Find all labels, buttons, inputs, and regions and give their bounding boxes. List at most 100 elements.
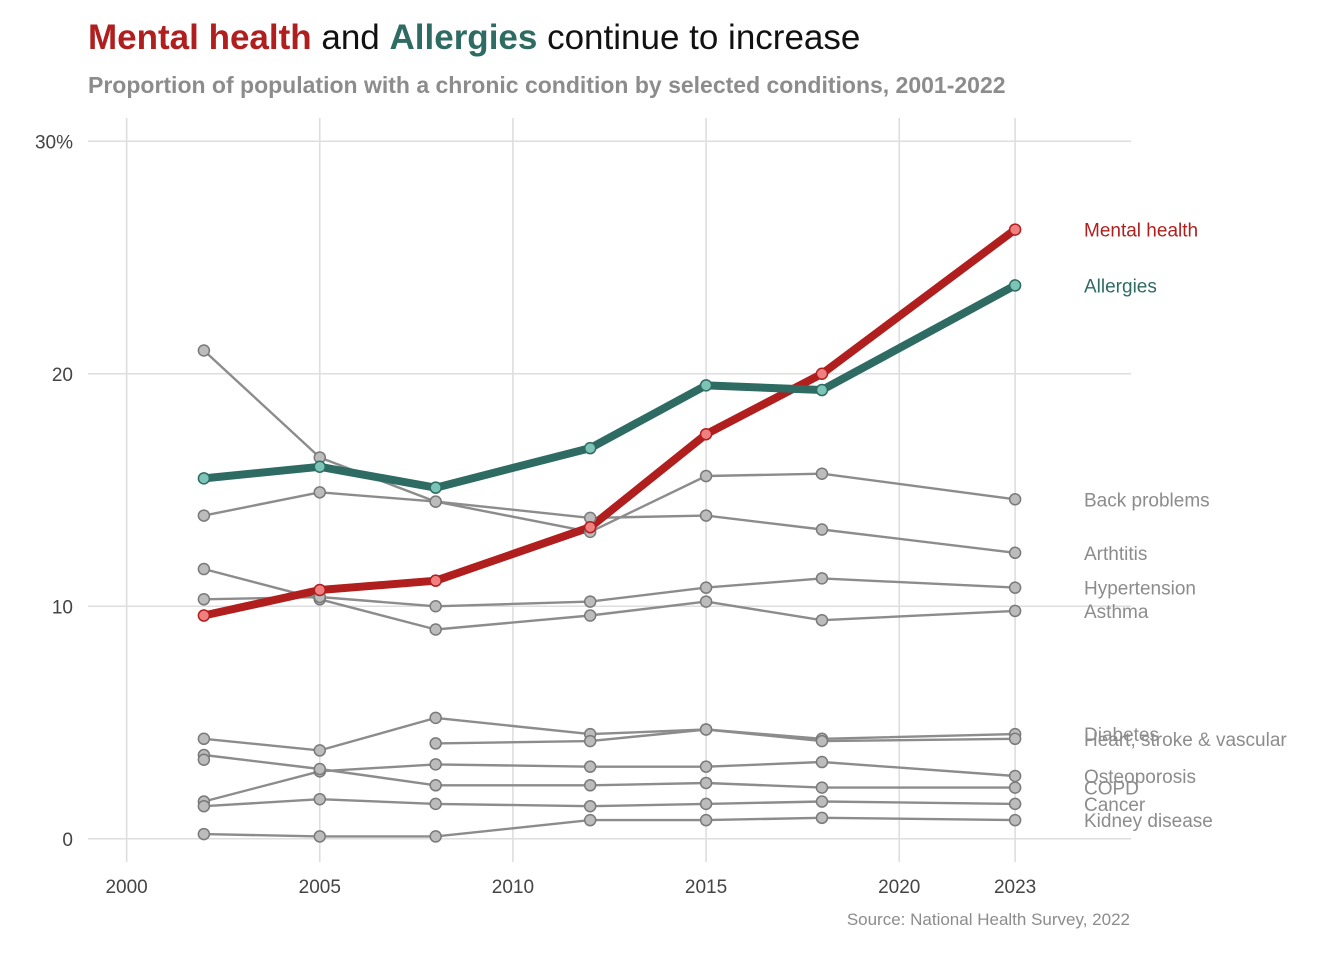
x-tick-label-2000: 2000 [105,877,147,898]
point-mental-health-2002 [197,609,211,622]
title-allergies: Allergies [389,18,538,57]
point-allergies-2018 [815,383,829,397]
point-back-problems-2002 [197,509,211,522]
point-arthtitis-2015 [699,509,713,522]
point-allergies-2005 [313,460,327,473]
point-cancer-2015 [699,797,713,811]
series-line-mental-health [199,225,1020,620]
x-tick-label-2023: 2023 [994,877,1036,898]
point-hypertension-2008 [429,600,442,613]
point-asthma-2015 [699,595,713,608]
point-copd-2018 [815,781,829,794]
point-hypertension-2012 [583,595,597,608]
point-kidney-disease-2015 [699,813,713,827]
point-mental-health-2008 [429,574,442,587]
point-hypertension-2018 [815,572,829,585]
point-allergies-2015 [699,379,713,392]
x-tick-label-2010: 2010 [492,877,534,898]
chart-subtitle: Proportion of population with a chronic … [88,72,1006,98]
point-allergies-2023 [1008,279,1022,292]
title-and: and [311,18,390,57]
point-heart-stroke-vascular-2008 [429,737,442,750]
point-back-problems-2015 [699,469,713,483]
series-label-kidney-disease: Kidney disease [1084,811,1213,832]
point-allergies-2012 [583,441,597,455]
point-arthtitis-2008 [429,495,442,508]
point-copd-2023 [1008,781,1022,794]
grid-layer: 2000 2005 2010 2015 2020 2023 0 10 20 30% [35,118,1131,898]
point-cancer-2002 [197,799,211,813]
series-line-back-problems [202,472,1017,534]
point-back-problems-2018 [815,467,829,480]
title-mental-health: Mental health [88,18,312,57]
y-tick-label-20: 20 [52,365,73,386]
series-line-kidney-disease [202,816,1017,838]
point-cancer-2005 [313,792,327,806]
point-hypertension-2002 [197,593,211,606]
point-mental-health-2015 [699,427,713,441]
point-hypertension-2023 [1008,581,1022,594]
series-label-allergies: Allergies [1084,276,1157,297]
point-copd-2012 [583,779,597,792]
point-diabetes-2002 [197,732,211,746]
point-heart-stroke-vascular-2015 [699,723,713,736]
point-allergies-2008 [429,481,442,494]
point-kidney-disease-2012 [583,813,597,827]
point-layer [197,223,1022,843]
point-diabetes-2008 [429,711,442,725]
series-label-mental-health: Mental health [1084,221,1198,242]
series-label-heart-stroke-vascular: Heart, stroke & vascular [1084,730,1287,751]
point-arthtitis-2002 [197,344,211,357]
point-kidney-disease-2018 [815,811,829,825]
series-label-hypertension: Hypertension [1084,579,1196,600]
point-copd-2008 [429,779,442,792]
point-extra-diabetes-2002 [197,753,211,766]
x-tick-label-2015: 2015 [685,877,727,898]
series-label-copd: COPD [1084,779,1139,800]
series-label-cancer: Cancer [1084,795,1146,816]
y-tick-label-0: 0 [62,830,73,851]
series-label-osteoporosis: Osteoporosis [1084,767,1196,788]
series-line-diabetes [202,716,1017,752]
series-layer [199,225,1020,838]
point-cancer-2008 [429,797,442,811]
point-asthma-2002 [197,562,211,576]
point-kidney-disease-2005 [313,830,327,843]
series-label-arthtitis: Arthtitis [1084,544,1147,565]
point-allergies-2002 [197,472,211,485]
point-osteoporosis-2015 [699,760,713,773]
y-tick-label-10: 10 [52,597,73,618]
point-kidney-disease-2008 [429,830,442,843]
y-tick-label-30: 30% [35,132,73,153]
point-heart-stroke-vascular-2012 [583,734,597,748]
point-osteoporosis-2023 [1008,769,1022,783]
point-mental-health-2018 [815,367,829,380]
point-kidney-disease-2023 [1008,813,1022,827]
series-label-back-problems: Back problems [1084,490,1210,511]
point-mental-health-2005 [313,583,327,597]
chart-caption: Source: National Health Survey, 2022 [846,910,1130,929]
series-label-diabetes: Diabetes [1084,725,1159,746]
point-back-problems-2023 [1008,493,1022,506]
point-arthtitis-2023 [1008,546,1022,560]
point-diabetes-2005 [313,744,327,757]
point-kidney-disease-2002 [197,827,211,841]
chart-title: Mental health and Allergies continue to … [88,18,860,58]
point-cancer-2018 [815,795,829,808]
point-osteoporosis-2008 [429,758,442,771]
point-hypertension-2015 [699,581,713,594]
point-heart-stroke-vascular-2018 [815,734,829,748]
point-cancer-2012 [583,799,597,813]
point-osteoporosis-2018 [815,755,829,769]
x-tick-label-2005: 2005 [299,877,341,898]
point-asthma-2023 [1008,604,1022,618]
label-layer: Back problems Arthtitis AsthmaHypertension… [1084,221,1287,833]
point-copd-2015 [699,776,713,790]
point-asthma-2008 [429,623,442,636]
point-asthma-2018 [815,613,829,627]
point-asthma-2012 [583,609,597,622]
point-mental-health-2012 [583,520,597,534]
title-rest: continue to increase [537,18,861,57]
point-cancer-2023 [1008,797,1022,811]
